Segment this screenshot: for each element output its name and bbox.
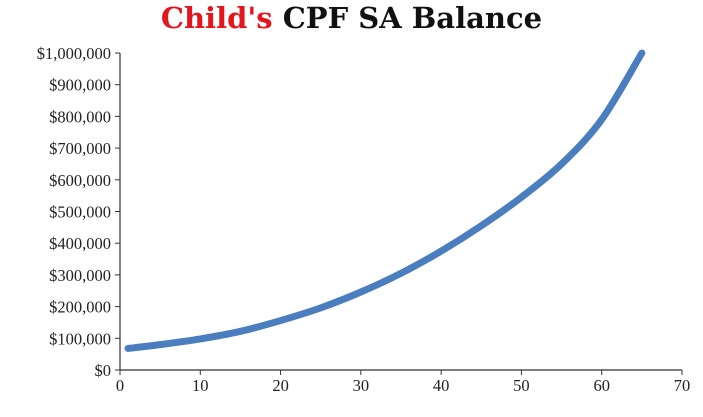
x-tick-label: 0 xyxy=(116,376,124,395)
y-tick-label: $1,000,000 xyxy=(37,44,111,63)
chart-title-child: Child's xyxy=(160,1,273,35)
x-tick-label: 70 xyxy=(674,376,691,395)
y-tick-label: $700,000 xyxy=(49,139,111,158)
series-lines xyxy=(124,49,646,352)
y-tick-label: $400,000 xyxy=(49,234,111,253)
y-tick-label: $900,000 xyxy=(49,76,111,95)
balance-series-line xyxy=(124,49,646,352)
chart-title-main: CPF SA Balance xyxy=(282,1,543,35)
y-tick-label: $500,000 xyxy=(49,203,111,222)
y-tick-label: $0 xyxy=(95,361,112,380)
y-tick-label: $600,000 xyxy=(49,171,111,190)
x-tick-label: 20 xyxy=(272,376,289,395)
y-tick-label: $100,000 xyxy=(49,329,111,348)
chart-title: Child's CPF SA Balance xyxy=(0,0,703,42)
x-tick-label: 60 xyxy=(593,376,610,395)
x-tick-label: 50 xyxy=(513,376,530,395)
y-tick-label: $300,000 xyxy=(49,266,111,285)
y-tick-label: $800,000 xyxy=(49,107,111,126)
axes xyxy=(115,52,683,375)
tick-labels: $0 $100,000 $200,000 $300,000 $400,000 $500,0… xyxy=(37,44,691,395)
x-tick-label: 40 xyxy=(433,376,450,395)
x-tick-label: 10 xyxy=(192,376,209,395)
x-tick-label: 30 xyxy=(353,376,370,395)
y-tick-label: $200,000 xyxy=(49,298,111,317)
